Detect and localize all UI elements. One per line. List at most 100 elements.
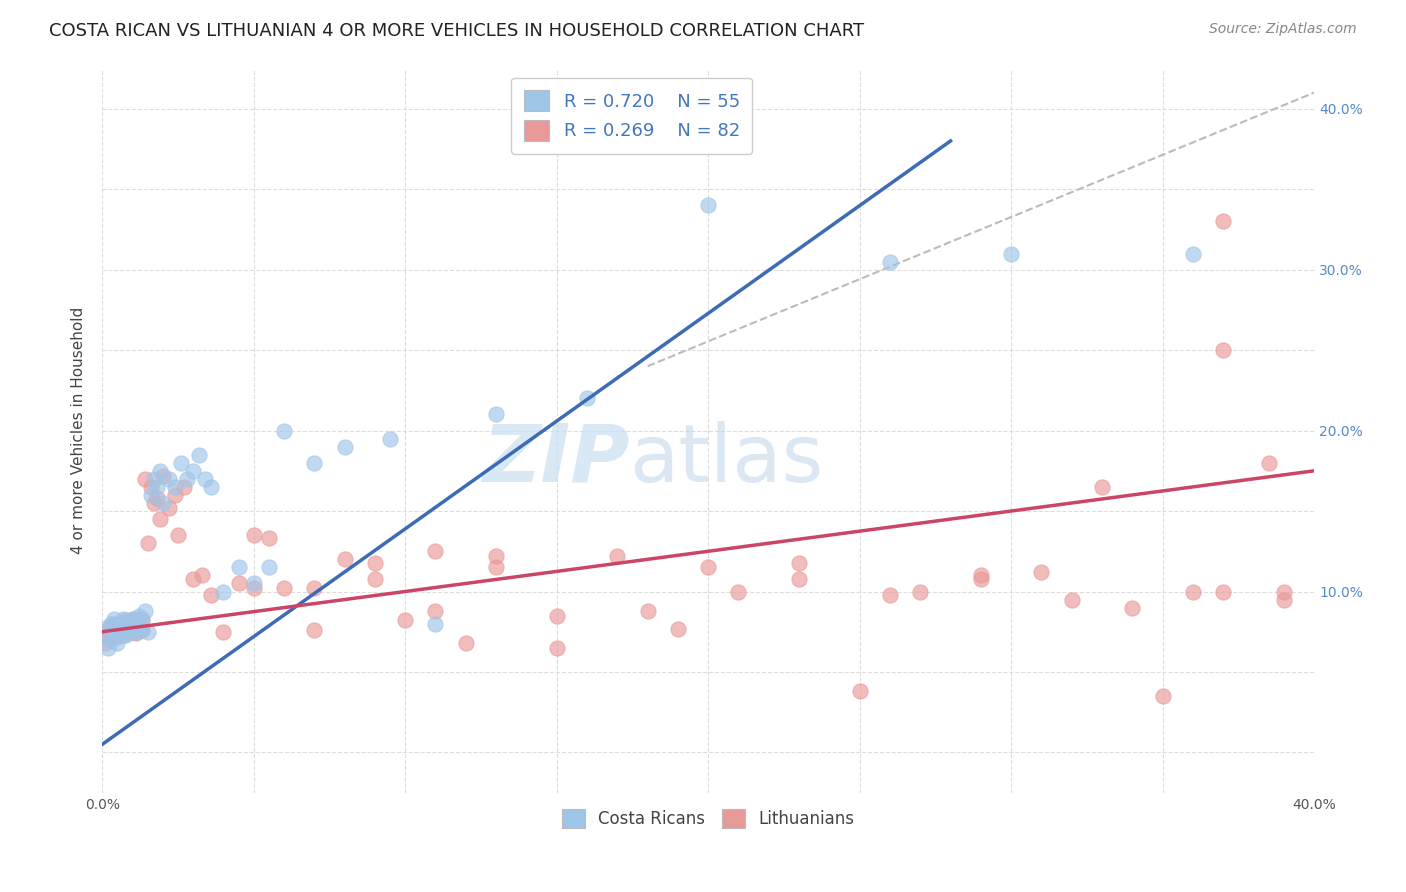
Point [139, 480, 162, 494]
Point [242, 528, 264, 542]
Point [176, 472, 198, 486]
Point [242, 576, 264, 591]
Point [697, 560, 720, 574]
Point [200, 480, 222, 494]
Point [131, 623, 153, 637]
Point [118, 616, 141, 631]
Point [105, 616, 128, 631]
Point [110, 626, 132, 640]
Point [200, 588, 222, 602]
Point [142, 496, 165, 510]
Point [115, 628, 138, 642]
Point [304, 582, 326, 596]
Point [1272, 584, 1295, 599]
Point [118, 623, 141, 637]
Point [105, 636, 128, 650]
Point [181, 572, 204, 586]
Point [1181, 246, 1204, 260]
Point [637, 604, 659, 618]
Point [1031, 565, 1053, 579]
Point [128, 620, 150, 634]
Point [145, 480, 167, 494]
Point [425, 544, 447, 558]
Point [1257, 456, 1279, 470]
Point [121, 623, 143, 637]
Point [228, 560, 250, 574]
Point [103, 624, 125, 639]
Point [242, 582, 264, 596]
Point [121, 624, 143, 639]
Point [575, 392, 598, 406]
Point [118, 624, 141, 639]
Point [142, 472, 165, 486]
Point [139, 488, 162, 502]
Point [170, 456, 193, 470]
Text: Source: ZipAtlas.com: Source: ZipAtlas.com [1209, 22, 1357, 37]
Point [115, 614, 138, 628]
Point [546, 608, 568, 623]
Point [1212, 343, 1234, 358]
Point [727, 584, 749, 599]
Point [124, 626, 146, 640]
Point [666, 622, 689, 636]
Text: COSTA RICAN VS LITHUANIAN 4 OR MORE VEHICLES IN HOUSEHOLD CORRELATION CHART: COSTA RICAN VS LITHUANIAN 4 OR MORE VEHI… [49, 22, 865, 40]
Point [1272, 592, 1295, 607]
Point [167, 528, 190, 542]
Point [364, 572, 387, 586]
Y-axis label: 4 or more Vehicles in Household: 4 or more Vehicles in Household [72, 307, 86, 554]
Point [425, 604, 447, 618]
Point [124, 614, 146, 628]
Point [194, 472, 217, 486]
Point [425, 616, 447, 631]
Point [100, 616, 122, 631]
Point [333, 440, 356, 454]
Point [378, 432, 401, 446]
Point [485, 549, 508, 563]
Point [188, 448, 211, 462]
Point [97, 630, 120, 644]
Point [121, 612, 143, 626]
Point [157, 500, 180, 515]
Point [970, 572, 993, 586]
Point [115, 614, 138, 628]
Legend: Costa Ricans, Lithuanians: Costa Ricans, Lithuanians [555, 803, 862, 835]
Point [163, 488, 186, 502]
Point [124, 616, 146, 631]
Point [100, 632, 122, 647]
Point [103, 612, 125, 626]
Point [181, 464, 204, 478]
Point [787, 572, 810, 586]
Point [163, 480, 186, 494]
Point [131, 612, 153, 626]
Point [697, 198, 720, 212]
Point [110, 616, 132, 631]
Point [273, 424, 295, 438]
Point [97, 620, 120, 634]
Point [212, 624, 235, 639]
Point [394, 614, 416, 628]
Point [112, 628, 135, 642]
Point [134, 604, 156, 618]
Point [364, 556, 387, 570]
Point [879, 254, 901, 268]
Point [110, 628, 132, 642]
Point [115, 624, 138, 639]
Point [131, 623, 153, 637]
Point [787, 556, 810, 570]
Point [1060, 592, 1083, 607]
Point [485, 560, 508, 574]
Point [970, 568, 993, 582]
Point [157, 472, 180, 486]
Text: atlas: atlas [630, 420, 824, 499]
Point [1152, 689, 1174, 703]
Point [191, 568, 214, 582]
Text: ZIP: ZIP [482, 420, 630, 499]
Point [606, 549, 628, 563]
Point [152, 496, 174, 510]
Point [304, 456, 326, 470]
Point [145, 491, 167, 505]
Point [1212, 214, 1234, 228]
Point [1121, 600, 1143, 615]
Point [136, 536, 159, 550]
Point [128, 622, 150, 636]
